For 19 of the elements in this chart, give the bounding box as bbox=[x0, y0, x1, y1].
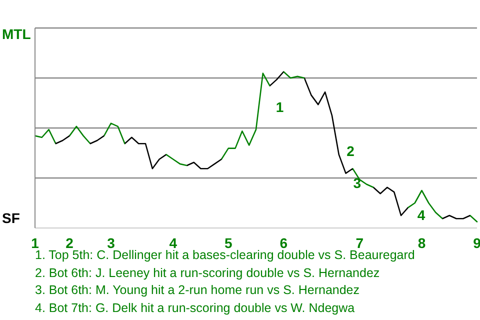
x-tick-label: 8 bbox=[418, 235, 426, 251]
text: SF bbox=[2, 210, 20, 226]
annotation: 1 bbox=[276, 99, 284, 115]
text: 1. Top 5th: C. Dellinger hit a bases-clearing double vs S. Beauregard bbox=[35, 248, 415, 264]
x-tick-label: 7 bbox=[356, 235, 364, 251]
x-tick-label: 6 bbox=[280, 235, 288, 251]
x-tick-label: 1 bbox=[31, 235, 40, 251]
text: 2. Bot 6th: J. Leeney hit a run-scoring double vs S. Hernandez bbox=[35, 264, 381, 282]
x-tick-label: 4 bbox=[169, 235, 178, 251]
text: 3. Bot 6th: M. Young hit a 2-run home run vs S. Hernandez bbox=[35, 282, 360, 299]
annotation: 4 bbox=[417, 207, 426, 223]
x-tick-label: 5 bbox=[224, 235, 232, 251]
annotation: 3 bbox=[353, 175, 362, 191]
x-tick-label: 2 bbox=[66, 235, 74, 251]
text: MTL bbox=[2, 26, 31, 42]
x-tick-label: 3 bbox=[107, 235, 116, 251]
x-tick-label: 9 bbox=[473, 235, 480, 251]
text: 4. Bot 7th: G. Delk hit a run-scoring double vs W. Ndegwa bbox=[35, 300, 356, 317]
annotation: 2 bbox=[346, 143, 354, 159]
